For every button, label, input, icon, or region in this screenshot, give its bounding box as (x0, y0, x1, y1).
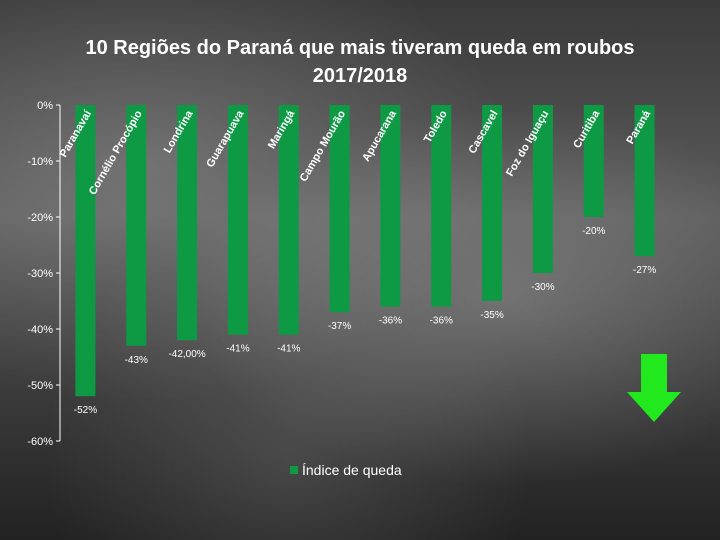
down-arrow-icon (627, 354, 681, 422)
y-tick-label: -40% (27, 324, 53, 336)
bar (583, 105, 604, 217)
data-label: -41% (277, 344, 300, 355)
data-label: -35% (480, 310, 503, 321)
data-label: -37% (328, 321, 351, 332)
bar (278, 105, 299, 335)
data-label: -30% (531, 282, 554, 293)
data-label: -36% (379, 316, 402, 327)
bar (482, 105, 503, 301)
data-label: -20% (582, 226, 605, 237)
y-tick-label: -20% (27, 212, 53, 224)
bar (126, 105, 147, 346)
data-label: -27% (633, 265, 656, 276)
legend-label: Índice de queda (302, 462, 402, 478)
bar (75, 105, 96, 397)
bar (532, 105, 553, 273)
bar (329, 105, 350, 313)
y-tick-label: 0% (37, 100, 53, 112)
bar (227, 105, 248, 335)
chart-title: 10 Regiões do Paraná que mais tiveram qu… (85, 37, 635, 87)
bars (75, 105, 655, 397)
y-axis: 0% -10% -20% -30% -40% -50% -60% (27, 100, 61, 448)
data-label: -52% (74, 405, 97, 416)
value-labels: -52% -43% -42,00% -41% -41% -37% -36% -36% -35% -… (74, 226, 657, 416)
bar (177, 105, 198, 341)
y-tick-label: -10% (27, 156, 53, 168)
y-tick-label: -50% (27, 380, 53, 392)
data-label: -41% (226, 344, 249, 355)
legend-swatch (290, 466, 298, 474)
data-label: -42,00% (168, 349, 205, 360)
data-label: -43% (125, 355, 148, 366)
bar (431, 105, 452, 307)
bar (380, 105, 401, 307)
y-tick-label: -30% (27, 268, 53, 280)
data-label: -36% (430, 316, 453, 327)
y-tick-label: -60% (27, 436, 53, 448)
legend: Índice de queda (290, 462, 402, 478)
bar (634, 105, 655, 257)
